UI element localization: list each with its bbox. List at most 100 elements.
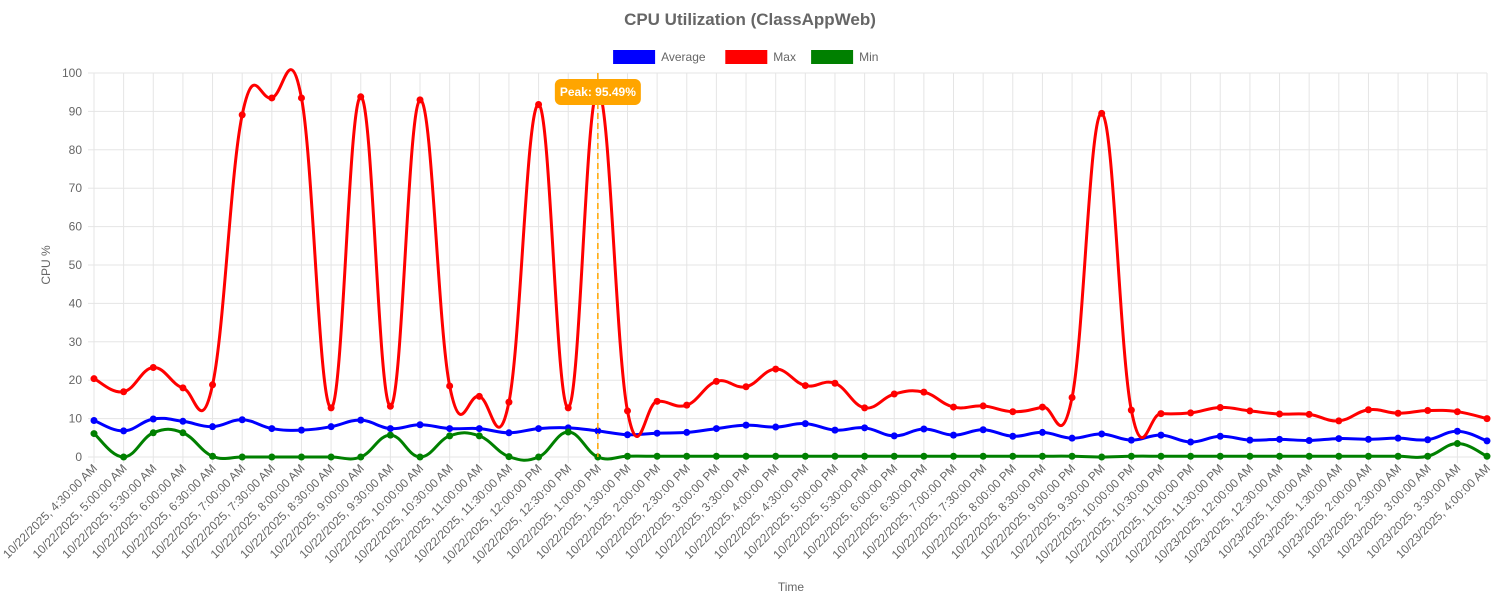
- point-max-23[interactable]: [772, 365, 780, 373]
- point-max-44[interactable]: [1394, 409, 1402, 417]
- point-average-22[interactable]: [742, 421, 750, 429]
- point-average-35[interactable]: [1127, 436, 1135, 444]
- point-average-24[interactable]: [801, 420, 809, 428]
- point-max-38[interactable]: [1216, 403, 1224, 411]
- point-max-2[interactable]: [149, 364, 157, 372]
- point-max-27[interactable]: [890, 390, 898, 398]
- point-min-15[interactable]: [535, 453, 543, 461]
- point-average-31[interactable]: [1009, 432, 1017, 440]
- point-average-15[interactable]: [535, 425, 543, 433]
- point-min-27[interactable]: [890, 452, 898, 460]
- point-average-43[interactable]: [1364, 435, 1372, 443]
- point-max-35[interactable]: [1127, 406, 1135, 414]
- point-max-8[interactable]: [327, 404, 335, 412]
- point-min-4[interactable]: [209, 452, 217, 460]
- point-min-8[interactable]: [327, 453, 335, 461]
- point-average-28[interactable]: [920, 425, 928, 433]
- point-min-23[interactable]: [772, 452, 780, 460]
- point-min-42[interactable]: [1335, 452, 1343, 460]
- point-max-24[interactable]: [801, 382, 809, 390]
- point-min-37[interactable]: [1187, 452, 1195, 460]
- point-min-40[interactable]: [1276, 452, 1284, 460]
- point-average-25[interactable]: [831, 426, 839, 434]
- point-min-33[interactable]: [1068, 452, 1076, 460]
- point-average-21[interactable]: [712, 425, 720, 433]
- point-average-8[interactable]: [327, 423, 335, 431]
- point-max-42[interactable]: [1335, 417, 1343, 425]
- point-max-46[interactable]: [1453, 408, 1461, 416]
- point-max-14[interactable]: [505, 398, 513, 406]
- point-average-10[interactable]: [386, 425, 394, 433]
- point-average-13[interactable]: [475, 425, 483, 433]
- point-average-45[interactable]: [1424, 436, 1432, 444]
- point-min-7[interactable]: [297, 453, 305, 461]
- point-average-33[interactable]: [1068, 434, 1076, 442]
- point-min-5[interactable]: [238, 453, 246, 461]
- point-max-12[interactable]: [446, 382, 454, 390]
- point-max-40[interactable]: [1276, 410, 1284, 418]
- point-max-47[interactable]: [1483, 415, 1491, 423]
- point-max-29[interactable]: [950, 403, 958, 411]
- point-average-39[interactable]: [1246, 436, 1254, 444]
- point-min-43[interactable]: [1364, 452, 1372, 460]
- point-max-36[interactable]: [1157, 410, 1165, 418]
- point-average-12[interactable]: [446, 425, 454, 433]
- point-average-37[interactable]: [1187, 438, 1195, 446]
- point-min-34[interactable]: [1098, 453, 1106, 461]
- point-max-6[interactable]: [268, 94, 276, 102]
- point-min-22[interactable]: [742, 452, 750, 460]
- point-min-21[interactable]: [712, 452, 720, 460]
- point-min-3[interactable]: [179, 429, 187, 437]
- point-min-13[interactable]: [475, 432, 483, 440]
- point-min-38[interactable]: [1216, 452, 1224, 460]
- point-max-11[interactable]: [416, 96, 424, 104]
- point-average-0[interactable]: [90, 417, 98, 425]
- point-average-29[interactable]: [950, 431, 958, 439]
- point-min-12[interactable]: [446, 432, 454, 440]
- point-max-10[interactable]: [386, 402, 394, 410]
- point-max-45[interactable]: [1424, 407, 1432, 415]
- point-max-32[interactable]: [1038, 403, 1046, 411]
- point-average-40[interactable]: [1276, 435, 1284, 443]
- point-min-26[interactable]: [861, 452, 869, 460]
- point-average-4[interactable]: [209, 423, 217, 431]
- point-min-39[interactable]: [1246, 452, 1254, 460]
- point-average-27[interactable]: [890, 432, 898, 440]
- point-average-47[interactable]: [1483, 437, 1491, 445]
- point-min-25[interactable]: [831, 452, 839, 460]
- point-min-35[interactable]: [1127, 452, 1135, 460]
- point-max-0[interactable]: [90, 375, 98, 383]
- point-max-34[interactable]: [1098, 109, 1106, 117]
- point-min-46[interactable]: [1453, 440, 1461, 448]
- point-average-17[interactable]: [594, 427, 602, 435]
- point-average-19[interactable]: [653, 429, 661, 437]
- point-max-41[interactable]: [1305, 410, 1313, 418]
- point-average-14[interactable]: [505, 429, 513, 437]
- point-max-1[interactable]: [120, 388, 128, 396]
- point-average-41[interactable]: [1305, 436, 1313, 444]
- legend-item-max[interactable]: Max: [725, 50, 796, 64]
- legend-item-average[interactable]: Average: [613, 50, 706, 64]
- point-max-13[interactable]: [475, 392, 483, 400]
- point-min-31[interactable]: [1009, 452, 1017, 460]
- point-average-2[interactable]: [149, 415, 157, 423]
- point-average-42[interactable]: [1335, 435, 1343, 443]
- point-min-29[interactable]: [950, 452, 958, 460]
- point-max-18[interactable]: [623, 407, 631, 415]
- point-average-9[interactable]: [357, 416, 365, 424]
- point-max-43[interactable]: [1364, 406, 1372, 414]
- point-max-28[interactable]: [920, 388, 928, 396]
- point-average-32[interactable]: [1038, 428, 1046, 436]
- point-max-39[interactable]: [1246, 407, 1254, 415]
- point-min-32[interactable]: [1038, 452, 1046, 460]
- point-min-36[interactable]: [1157, 452, 1165, 460]
- point-max-21[interactable]: [712, 377, 720, 385]
- point-average-1[interactable]: [120, 427, 128, 435]
- point-average-20[interactable]: [683, 428, 691, 436]
- point-max-30[interactable]: [979, 402, 987, 410]
- point-max-4[interactable]: [209, 381, 217, 389]
- legend-item-min[interactable]: Min: [811, 50, 878, 64]
- point-average-7[interactable]: [297, 426, 305, 434]
- point-min-47[interactable]: [1483, 452, 1491, 460]
- point-average-44[interactable]: [1394, 434, 1402, 442]
